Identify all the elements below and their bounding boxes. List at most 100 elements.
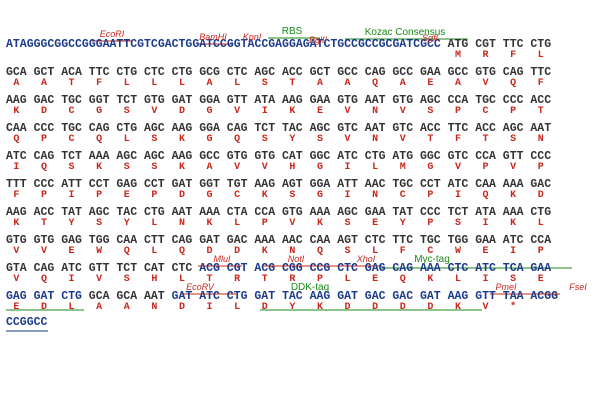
- residue: R: [289, 274, 295, 285]
- residue: K: [455, 302, 461, 313]
- codon: GAC: [34, 94, 55, 107]
- residue: T: [69, 78, 75, 89]
- codon: ATT: [61, 178, 82, 191]
- residue: L: [372, 246, 378, 257]
- residue: Q: [41, 274, 47, 285]
- residue: V: [151, 106, 157, 117]
- residue: V: [345, 134, 351, 145]
- codon: AGC: [144, 150, 165, 163]
- codon: AGC: [310, 122, 331, 135]
- codon: ACG: [254, 262, 275, 275]
- residue: A: [41, 78, 47, 89]
- codon: AGT: [337, 234, 358, 247]
- codon: CCA: [530, 234, 551, 247]
- residue: Q: [483, 190, 489, 201]
- codon: ATC: [61, 262, 82, 275]
- residue: R: [234, 274, 240, 285]
- codon: CTG: [116, 66, 137, 79]
- codon: CAT: [144, 262, 165, 275]
- codon: CTG: [61, 290, 82, 303]
- codon: CTT: [144, 234, 165, 247]
- residue: L: [455, 274, 461, 285]
- residue: A: [400, 78, 406, 89]
- codon: CAT: [282, 150, 303, 163]
- residue: L: [151, 78, 157, 89]
- residue: E: [483, 246, 489, 257]
- residue: I: [13, 162, 19, 173]
- codon: AAG: [448, 290, 469, 303]
- residue: Q: [124, 246, 130, 257]
- codon: GGC: [420, 150, 441, 163]
- codon: AAG: [172, 122, 193, 135]
- codon: ATT: [337, 178, 358, 191]
- feature-label: EcoRV: [186, 282, 215, 292]
- residue: G: [207, 106, 213, 117]
- residue: V: [400, 106, 406, 117]
- residue: D: [41, 302, 47, 313]
- residue: D: [207, 246, 213, 257]
- codon: AAA: [310, 206, 331, 219]
- codon: AAG: [254, 178, 275, 191]
- residue: F: [538, 78, 544, 89]
- residue: D: [41, 106, 47, 117]
- codon: ATC: [337, 150, 358, 163]
- residue: E: [13, 302, 19, 313]
- codon: TGG: [89, 234, 110, 247]
- residue: F: [400, 246, 406, 257]
- codon: TGC: [475, 94, 496, 107]
- residue: V: [289, 218, 295, 229]
- codon: ACC: [420, 122, 441, 135]
- residue: P: [538, 162, 544, 173]
- residue: K: [207, 218, 213, 229]
- codon: GCC: [199, 150, 220, 163]
- residue: T: [262, 274, 268, 285]
- codon: GAT: [420, 290, 441, 303]
- codon: AAG: [310, 290, 331, 303]
- codon: ATC: [448, 178, 469, 191]
- residue: E: [372, 274, 378, 285]
- prefix-sequence: ATAGGGCGGCCGGGAATTCGTCGACTGGATCCGGTACCGA…: [6, 38, 441, 51]
- codon: CTG: [530, 38, 551, 51]
- residue: D: [372, 302, 378, 313]
- residue: L: [151, 218, 157, 229]
- residue: H: [289, 162, 295, 173]
- residue: V: [41, 246, 47, 257]
- codon: GCT: [310, 66, 331, 79]
- codon: CCC: [503, 94, 524, 107]
- codon: TGC: [392, 178, 413, 191]
- residue: C: [400, 190, 406, 201]
- codon: TTC: [503, 38, 524, 51]
- codon: GTG: [34, 234, 55, 247]
- codon: GAG: [61, 234, 82, 247]
- codon: AAT: [365, 122, 386, 135]
- residue: Q: [317, 246, 323, 257]
- codon: GTG: [475, 66, 496, 79]
- codon: GCC: [392, 66, 413, 79]
- codon: AGC: [254, 66, 275, 79]
- codon: GAA: [475, 234, 496, 247]
- codon: ATC: [503, 234, 524, 247]
- residue: V: [234, 162, 240, 173]
- codon: ATA: [475, 206, 496, 219]
- codon: TAT: [61, 206, 82, 219]
- codon: ACC: [530, 94, 551, 107]
- codon: AGT: [282, 178, 303, 191]
- codon: GAC: [227, 234, 248, 247]
- codon: GAT: [254, 290, 275, 303]
- codon: CTG: [116, 122, 137, 135]
- codon: CGT: [227, 262, 248, 275]
- residue: H: [151, 274, 157, 285]
- residue: C: [69, 106, 75, 117]
- residue: E: [538, 274, 544, 285]
- codon: AAA: [254, 234, 275, 247]
- residue: V: [13, 246, 19, 257]
- codon: AGC: [503, 122, 524, 135]
- residue: Y: [400, 218, 406, 229]
- codon: GAG: [6, 290, 27, 303]
- codon: TTC: [89, 66, 110, 79]
- residue: P: [510, 106, 516, 117]
- residue: K: [96, 162, 102, 173]
- codon: ATC: [199, 290, 220, 303]
- residue: L: [234, 78, 240, 89]
- residue: D: [400, 302, 406, 313]
